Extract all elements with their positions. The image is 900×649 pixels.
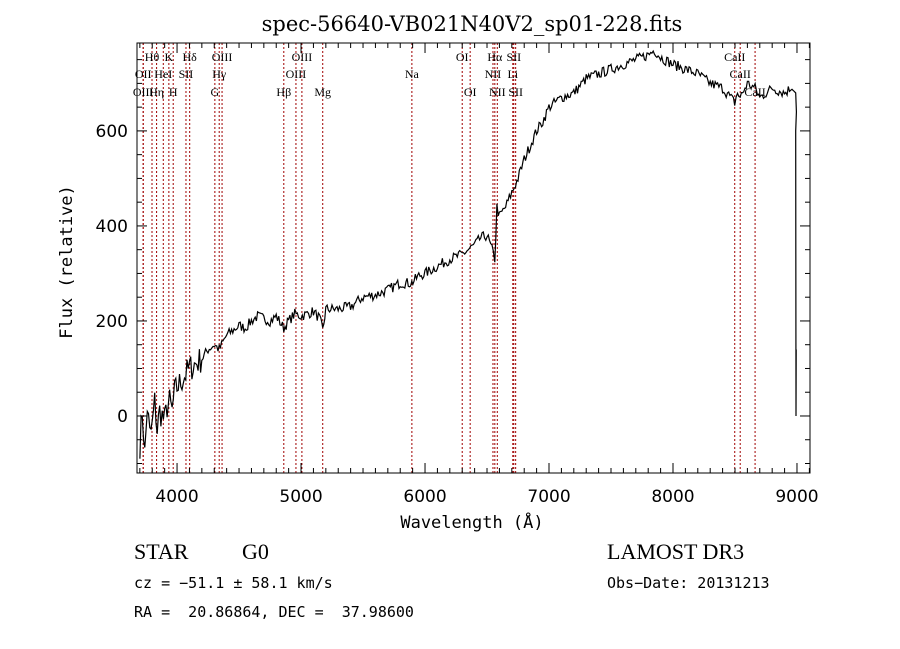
spectral-line-label: NII bbox=[485, 67, 502, 81]
spectral-line-label: SII bbox=[179, 67, 194, 81]
y-tick-label: 0 bbox=[117, 407, 128, 427]
spectral-line-label: Hη bbox=[149, 85, 164, 99]
chart-title: spec-56640-VB021N40V2_sp01-228.fits bbox=[262, 12, 683, 36]
spectrum-line bbox=[139, 49, 798, 459]
spectral-line-label: Hθ bbox=[145, 50, 160, 64]
spectral-line-label: H bbox=[169, 85, 178, 99]
spectral-line-label: OI bbox=[456, 50, 469, 64]
spectral-line-label: OIII bbox=[286, 67, 307, 81]
y-tick-label: 600 bbox=[96, 122, 128, 142]
y-axis-ticks: 0 200 400 600 bbox=[96, 59, 810, 464]
spectral-line-label: OI bbox=[464, 85, 477, 99]
spectral-line-label: HeI bbox=[154, 67, 172, 81]
spectral-line-label: Hα bbox=[487, 50, 503, 64]
spectral-line-label: G bbox=[211, 85, 220, 99]
x-tick-label: 4000 bbox=[155, 487, 198, 507]
obs-date-text: Obs−Date: 20131213 bbox=[607, 574, 770, 592]
x-tick-label: 5000 bbox=[279, 487, 322, 507]
spectral-line-label: Li bbox=[507, 67, 518, 81]
spectral-line-label: OIII bbox=[212, 50, 233, 64]
spectral-line-label: OIII bbox=[133, 85, 154, 99]
y-axis-label: Flux (relative) bbox=[57, 185, 77, 339]
spectral-line-label: OII bbox=[135, 67, 152, 81]
spectral-line-label: CaII bbox=[724, 50, 745, 64]
spectral-line-label: Na bbox=[405, 67, 420, 81]
survey-name: LAMOST DR3 bbox=[607, 539, 745, 564]
y-tick-label: 200 bbox=[96, 312, 128, 332]
x-tick-label: 9000 bbox=[775, 487, 818, 507]
x-axis-ticks: 4000 5000 6000 7000 8000 9000 bbox=[139, 43, 819, 507]
spectral-line-label: Hδ bbox=[183, 50, 198, 64]
y-tick-label: 400 bbox=[96, 217, 128, 237]
spectral-line-label: Hγ bbox=[212, 67, 227, 81]
spectral-line-label: Hβ bbox=[276, 85, 291, 99]
spectral-line-label: OIII bbox=[292, 50, 313, 64]
spectral-line-labels: OIIOIIIHθHηHeIKHSIIHδGHγOIIIHβOIIIOIIIMg… bbox=[133, 50, 766, 99]
spectral-line-label: SII bbox=[508, 85, 523, 99]
x-tick-label: 6000 bbox=[403, 487, 446, 507]
spectral-line-label: K bbox=[165, 50, 174, 64]
spectral-line-markers bbox=[142, 43, 756, 473]
spectral-line-label: Mg bbox=[314, 85, 331, 99]
coordinates-text: RA = 20.86864, DEC = 37.98600 bbox=[134, 603, 414, 621]
x-axis-label: Wavelength (Å) bbox=[400, 511, 543, 533]
redshift-text: cz = −51.1 ± 58.1 km/s bbox=[134, 574, 333, 592]
x-tick-label: 8000 bbox=[651, 487, 694, 507]
object-class: STAR bbox=[134, 539, 189, 564]
spectral-line-label: SII bbox=[506, 50, 521, 64]
x-tick-label: 7000 bbox=[527, 487, 570, 507]
spectral-line-label: NII bbox=[489, 85, 506, 99]
plot-frame bbox=[136, 42, 811, 474]
object-subclass: G0 bbox=[242, 539, 269, 564]
spectral-line-label: CaII bbox=[730, 67, 751, 81]
